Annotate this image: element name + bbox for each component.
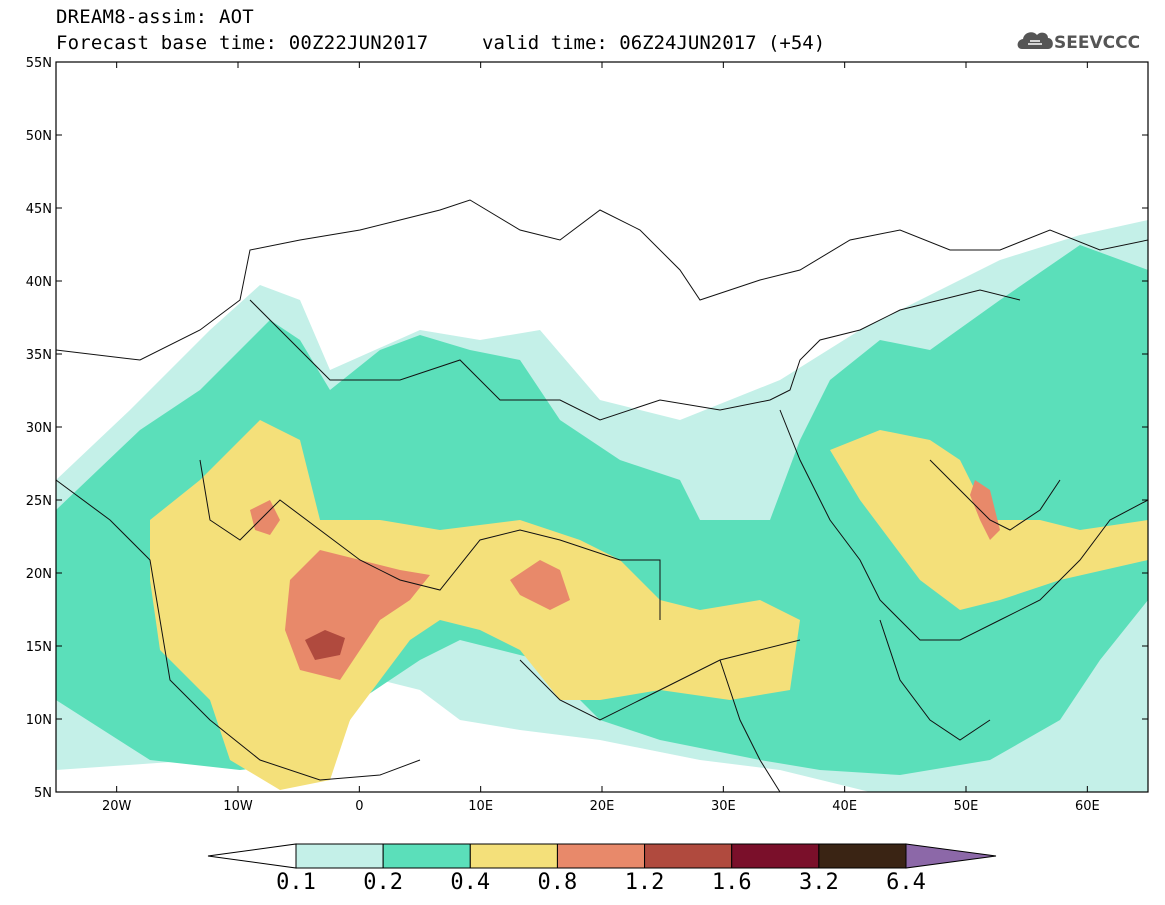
lon-tick-label: 20W	[102, 799, 132, 814]
colorbar-label: 3.2	[798, 870, 839, 895]
colorbar-under-triangle	[207, 843, 297, 869]
aot-band-0.8-gulf	[970, 480, 1000, 540]
lon-tick-label: 30E	[711, 799, 736, 814]
lat-tick-label: 10N	[26, 713, 52, 728]
colorbar-segment	[382, 843, 471, 869]
colorbar-segment	[818, 843, 907, 869]
colorbar-label: 6.4	[886, 870, 926, 895]
colorbar-over-triangle	[905, 843, 997, 869]
colorbar-segment	[556, 843, 646, 869]
latitude-axis: 55N 50N 45N 40N 35N 30N 25N 20N 15N 10N 5N	[26, 56, 1148, 801]
aot-band-1.2	[305, 630, 345, 660]
valid-time: valid time: 06Z24JUN2017 (+54)	[482, 32, 826, 54]
coastlines	[56, 199, 1148, 792]
lon-tick-label: 60E	[1075, 799, 1100, 814]
lon-tick-label: 10E	[468, 799, 493, 814]
aot-band-0.8-wsahara	[250, 500, 280, 535]
colorbar-segment	[731, 843, 820, 869]
colorbar-label: 0.1	[276, 870, 316, 895]
lat-tick-label: 50N	[26, 129, 52, 144]
lat-tick-label: 15N	[26, 640, 52, 655]
colorbar-label: 0.8	[537, 870, 578, 895]
aot-band-0.4	[150, 420, 800, 790]
colorbar-label: 1.2	[624, 870, 665, 895]
lat-tick-label: 25N	[26, 494, 52, 509]
lon-tick-label: 0	[355, 799, 363, 814]
colorbar-label: 1.6	[711, 870, 752, 895]
colorbar-segment	[644, 843, 733, 869]
aot-band-0.8-chad	[510, 560, 570, 610]
cloud-icon	[1017, 32, 1053, 49]
svg-text:SEEVCCC: SEEVCCC	[1054, 33, 1140, 53]
colorbar-label: 0.2	[363, 870, 404, 895]
aot-field	[56, 220, 1148, 792]
lat-tick-label: 30N	[26, 421, 52, 436]
lat-tick-label: 5N	[34, 786, 52, 801]
colorbar-segment	[295, 843, 384, 869]
lon-tick-label: 40E	[832, 799, 857, 814]
colorbar-segment	[469, 843, 558, 869]
colorbar	[207, 843, 997, 869]
seevccc-logo: SEEVCCC	[1017, 32, 1140, 53]
lat-tick-label: 35N	[26, 348, 52, 363]
lat-tick-label: 40N	[26, 275, 52, 290]
colorbar-label: 0.4	[450, 870, 491, 895]
longitude-axis: 20W 10W 0 10E 20E 30E 40E 50E 60E	[102, 62, 1100, 814]
lon-tick-label: 10W	[223, 799, 253, 814]
forecast-base-time: Forecast base time: 00Z22JUN2017	[56, 32, 429, 54]
lon-tick-label: 20E	[590, 799, 615, 814]
lat-tick-label: 55N	[26, 56, 52, 71]
lon-tick-label: 50E	[954, 799, 979, 814]
lat-tick-label: 45N	[26, 202, 52, 217]
lat-tick-label: 20N	[26, 567, 52, 582]
title: DREAM8-assim: AOT	[56, 6, 254, 28]
